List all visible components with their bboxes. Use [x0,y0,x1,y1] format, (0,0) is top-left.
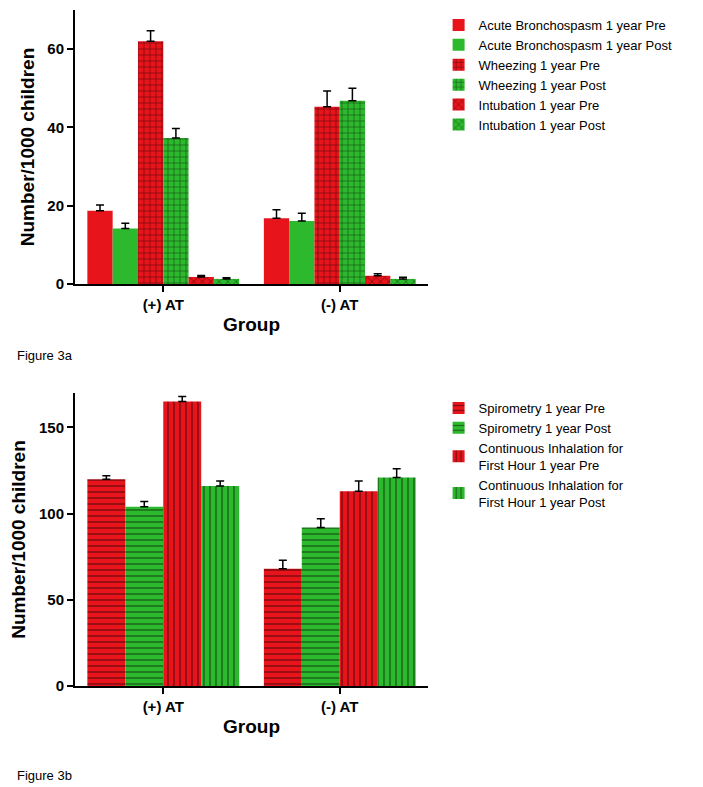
svg-text:40: 40 [47,119,64,136]
svg-text:Group: Group [223,716,280,737]
svg-text:(+) AT: (+) AT [143,698,184,715]
svg-text:Wheezing 1 year Post: Wheezing 1 year Post [479,78,607,93]
svg-text:(+) AT: (+) AT [143,296,184,313]
svg-text:0: 0 [56,275,64,292]
svg-text:Number/1000 children: Number/1000 children [8,440,29,639]
svg-text:Intubation 1 year Post: Intubation 1 year Post [479,118,606,133]
svg-text:Wheezing 1 year Pre: Wheezing 1 year Pre [479,58,600,73]
svg-text:0: 0 [56,677,64,694]
svg-text:Continuous Inhalation forFirst: Continuous Inhalation forFirst Hour 1 ye… [479,478,624,510]
svg-text:Continuous Inhalation forFirst: Continuous Inhalation forFirst Hour 1 ye… [479,441,624,473]
svg-text:Figure 3a: Figure 3a [17,348,73,363]
svg-text:(-) AT: (-) AT [321,296,358,313]
svg-text:50: 50 [47,591,64,608]
svg-text:Spirometry 1 year Pre: Spirometry 1 year Pre [479,401,605,416]
svg-text:100: 100 [39,505,64,522]
svg-text:Group: Group [223,314,280,335]
svg-text:(-) AT: (-) AT [321,698,358,715]
svg-text:60: 60 [47,40,64,57]
svg-text:Number/1000 children: Number/1000 children [17,48,38,247]
svg-text:Acute Bronchospasm 1 year Post: Acute Bronchospasm 1 year Post [479,38,672,53]
svg-text:Intubation 1 year Pre: Intubation 1 year Pre [479,98,600,113]
svg-text:Spirometry 1 year Post: Spirometry 1 year Post [479,421,612,436]
svg-text:Acute Bronchospasm 1 year Pre: Acute Bronchospasm 1 year Pre [479,18,666,33]
svg-text:20: 20 [47,197,64,214]
svg-text:150: 150 [39,419,64,436]
svg-text:Figure 3b: Figure 3b [17,768,72,783]
